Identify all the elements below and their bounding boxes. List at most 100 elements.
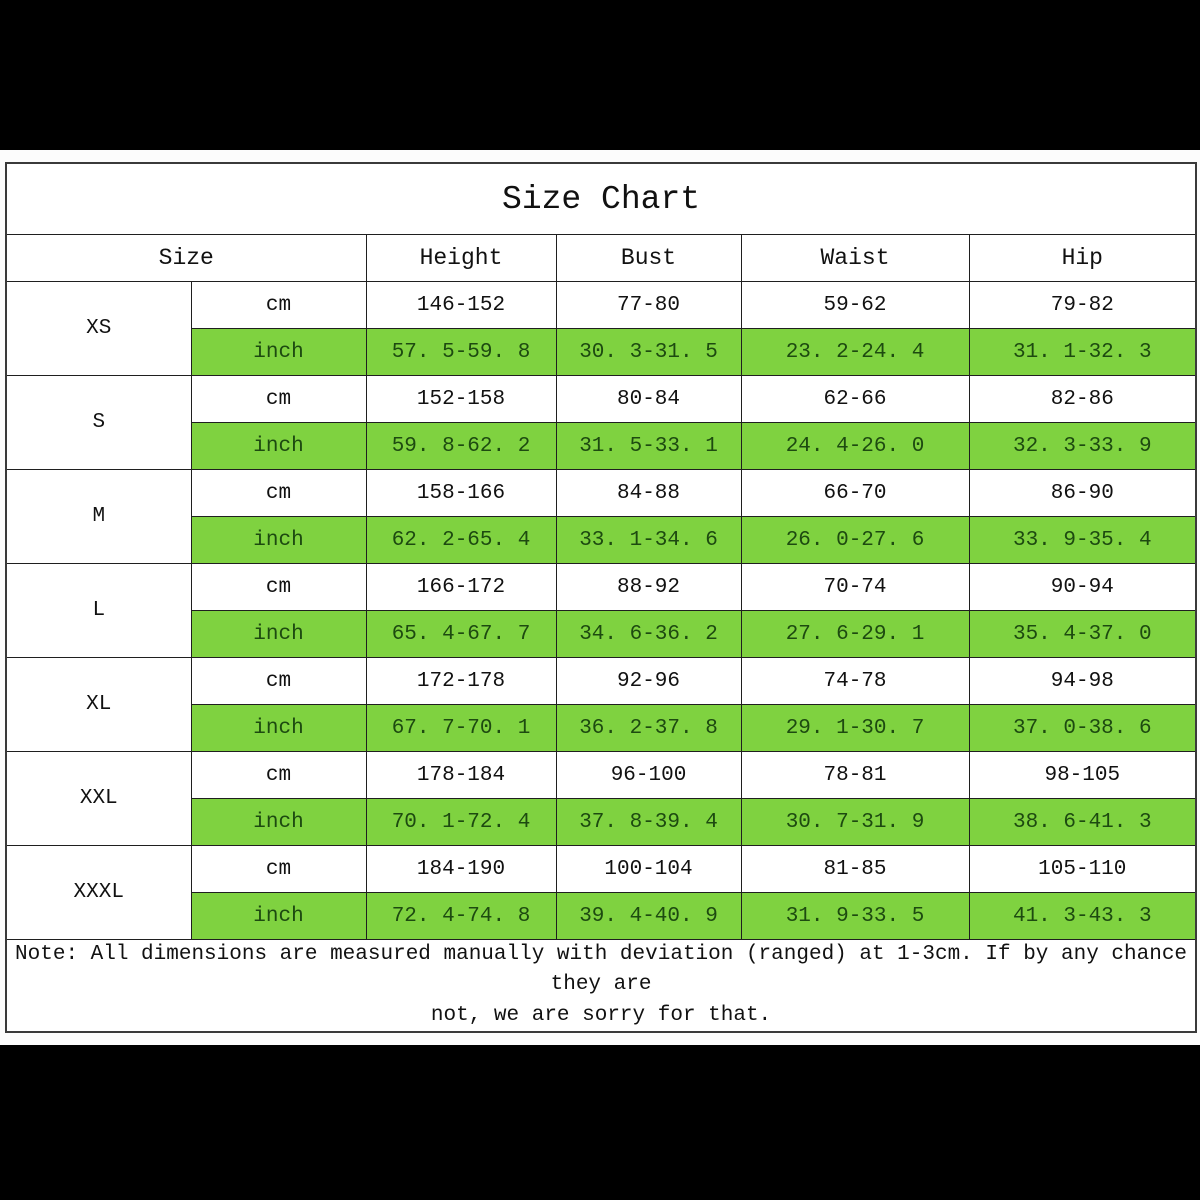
size-label-s: S bbox=[5, 375, 192, 470]
hip-inch-value: 33. 9-35. 4 bbox=[968, 516, 1197, 564]
table-row: XS cm 146-152 77-80 59-62 79-82 bbox=[5, 281, 1197, 376]
bust-cm-value: 96-100 bbox=[555, 751, 742, 799]
waist-inch-value: 31. 9-33. 5 bbox=[740, 892, 970, 940]
hip-inch-value: 35. 4-37. 0 bbox=[968, 610, 1197, 658]
table-row: XXL cm 178-184 96-100 78-81 98-105 bbox=[5, 751, 1197, 846]
height-cm-value: 158-166 bbox=[365, 469, 557, 517]
table-row: inch 59. 8-62. 2 31. 5-33. 1 24. 4-26. 0… bbox=[6, 422, 1197, 470]
table-row: XXXL cm 184-190 100-104 81-85 105-110 bbox=[5, 845, 1197, 940]
table-title: Size Chart bbox=[5, 162, 1197, 235]
bust-cm-value: 77-80 bbox=[555, 281, 742, 329]
unit-label-cm: cm bbox=[190, 657, 367, 705]
size-label-l: L bbox=[5, 563, 192, 658]
bust-inch-value: 30. 3-31. 5 bbox=[555, 328, 742, 376]
col-header-waist: Waist bbox=[740, 234, 970, 282]
waist-cm-value: 74-78 bbox=[740, 657, 970, 705]
bust-cm-value: 88-92 bbox=[555, 563, 742, 611]
height-cm-value: 178-184 bbox=[365, 751, 557, 799]
height-cm-value: 166-172 bbox=[365, 563, 557, 611]
waist-cm-value: 59-62 bbox=[740, 281, 970, 329]
hip-inch-value: 32. 3-33. 9 bbox=[968, 422, 1197, 470]
waist-inch-value: 24. 4-26. 0 bbox=[740, 422, 970, 470]
table-row: S cm 152-158 80-84 62-66 82-86 bbox=[5, 375, 1197, 470]
col-header-size: Size bbox=[5, 234, 367, 282]
table-row: inch 57. 5-59. 8 30. 3-31. 5 23. 2-24. 4… bbox=[6, 328, 1197, 376]
unit-label-inch: inch bbox=[190, 704, 367, 752]
height-inch-value: 70. 1-72. 4 bbox=[365, 798, 557, 846]
unit-label-inch: inch bbox=[190, 798, 367, 846]
waist-cm-value: 81-85 bbox=[740, 845, 970, 893]
bust-cm-value: 92-96 bbox=[555, 657, 742, 705]
unit-label-inch: inch bbox=[190, 516, 367, 564]
height-cm-value: 146-152 bbox=[365, 281, 557, 329]
col-header-hip: Hip bbox=[968, 234, 1197, 282]
size-chart-table: Size Chart Size Height Bust Waist Hip XS… bbox=[5, 162, 1198, 1034]
hip-cm-value: 94-98 bbox=[968, 657, 1197, 705]
table-row: inch 67. 7-70. 1 36. 2-37. 8 29. 1-30. 7… bbox=[6, 704, 1197, 752]
size-label-xl: XL bbox=[5, 657, 192, 752]
waist-inch-value: 23. 2-24. 4 bbox=[740, 328, 970, 376]
unit-label-inch: inch bbox=[190, 328, 367, 376]
waist-cm-value: 78-81 bbox=[740, 751, 970, 799]
hip-inch-value: 37. 0-38. 6 bbox=[968, 704, 1197, 752]
waist-cm-value: 62-66 bbox=[740, 375, 970, 423]
height-inch-value: 59. 8-62. 2 bbox=[365, 422, 557, 470]
height-cm-value: 184-190 bbox=[365, 845, 557, 893]
hip-cm-value: 105-110 bbox=[968, 845, 1197, 893]
size-label-m: M bbox=[5, 469, 192, 564]
waist-inch-value: 27. 6-29. 1 bbox=[740, 610, 970, 658]
unit-label-inch: inch bbox=[190, 610, 367, 658]
height-inch-value: 65. 4-67. 7 bbox=[365, 610, 557, 658]
bust-inch-value: 37. 8-39. 4 bbox=[555, 798, 742, 846]
size-label-xs: XS bbox=[5, 281, 192, 376]
table-row: inch 62. 2-65. 4 33. 1-34. 6 26. 0-27. 6… bbox=[6, 516, 1197, 564]
top-black-band bbox=[0, 0, 1200, 150]
hip-cm-value: 79-82 bbox=[968, 281, 1197, 329]
unit-label-cm: cm bbox=[190, 563, 367, 611]
bust-cm-value: 100-104 bbox=[555, 845, 742, 893]
size-label-xxl: XXL bbox=[5, 751, 192, 846]
table-row: L cm 166-172 88-92 70-74 90-94 bbox=[5, 563, 1197, 658]
waist-cm-value: 70-74 bbox=[740, 563, 970, 611]
unit-label-cm: cm bbox=[190, 751, 367, 799]
bust-inch-value: 39. 4-40. 9 bbox=[555, 892, 742, 940]
size-label-xxxl: XXXL bbox=[5, 845, 192, 940]
bust-inch-value: 33. 1-34. 6 bbox=[555, 516, 742, 564]
table-row: inch 70. 1-72. 4 37. 8-39. 4 30. 7-31. 9… bbox=[6, 798, 1197, 846]
note-text: Note: All dimensions are measured manual… bbox=[5, 939, 1197, 1033]
waist-inch-value: 29. 1-30. 7 bbox=[740, 704, 970, 752]
col-header-bust: Bust bbox=[555, 234, 742, 282]
unit-label-cm: cm bbox=[190, 845, 367, 893]
waist-inch-value: 30. 7-31. 9 bbox=[740, 798, 970, 846]
table-row: XL cm 172-178 92-96 74-78 94-98 bbox=[5, 657, 1197, 752]
unit-label-cm: cm bbox=[190, 281, 367, 329]
size-chart-panel: Size Chart Size Height Bust Waist Hip XS… bbox=[0, 150, 1200, 1045]
unit-label-inch: inch bbox=[190, 892, 367, 940]
hip-inch-value: 38. 6-41. 3 bbox=[968, 798, 1197, 846]
waist-inch-value: 26. 0-27. 6 bbox=[740, 516, 970, 564]
unit-label-cm: cm bbox=[190, 375, 367, 423]
bust-inch-value: 31. 5-33. 1 bbox=[555, 422, 742, 470]
height-inch-value: 67. 7-70. 1 bbox=[365, 704, 557, 752]
height-cm-value: 172-178 bbox=[365, 657, 557, 705]
bust-cm-value: 84-88 bbox=[555, 469, 742, 517]
col-header-height: Height bbox=[365, 234, 557, 282]
height-cm-value: 152-158 bbox=[365, 375, 557, 423]
unit-label-cm: cm bbox=[190, 469, 367, 517]
height-inch-value: 62. 2-65. 4 bbox=[365, 516, 557, 564]
table-row: inch 72. 4-74. 8 39. 4-40. 9 31. 9-33. 5… bbox=[6, 892, 1197, 940]
waist-cm-value: 66-70 bbox=[740, 469, 970, 517]
hip-cm-value: 82-86 bbox=[968, 375, 1197, 423]
bust-cm-value: 80-84 bbox=[555, 375, 742, 423]
hip-inch-value: 41. 3-43. 3 bbox=[968, 892, 1197, 940]
hip-cm-value: 98-105 bbox=[968, 751, 1197, 799]
bottom-black-band bbox=[0, 1045, 1200, 1200]
bust-inch-value: 34. 6-36. 2 bbox=[555, 610, 742, 658]
bust-inch-value: 36. 2-37. 8 bbox=[555, 704, 742, 752]
hip-cm-value: 86-90 bbox=[968, 469, 1197, 517]
table-row: M cm 158-166 84-88 66-70 86-90 bbox=[5, 469, 1197, 564]
height-inch-value: 72. 4-74. 8 bbox=[365, 892, 557, 940]
hip-inch-value: 31. 1-32. 3 bbox=[968, 328, 1197, 376]
unit-label-inch: inch bbox=[190, 422, 367, 470]
